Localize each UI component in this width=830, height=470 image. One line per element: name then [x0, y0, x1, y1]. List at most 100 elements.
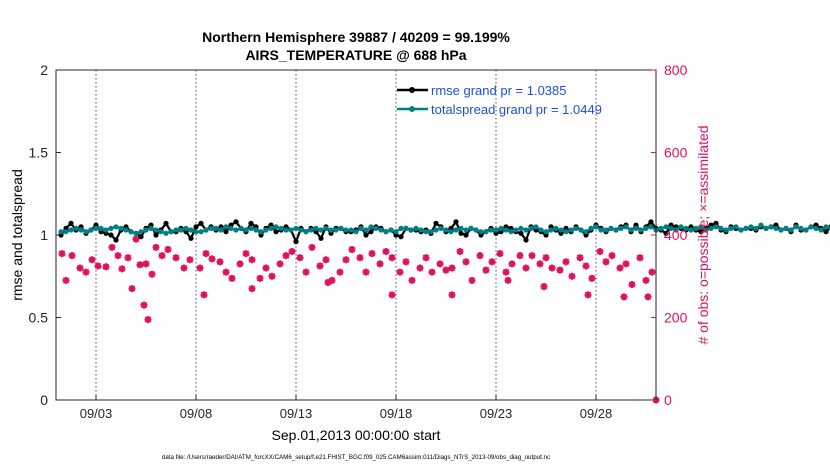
totalspread-point	[573, 225, 579, 231]
obs-assimilated-point	[308, 243, 316, 251]
obs-assimilated-point	[196, 264, 204, 272]
obs-assimilated-point	[68, 252, 76, 260]
obs-assimilated-mark	[236, 260, 244, 268]
legend-rmse-label: rmse grand pr = 1.0385	[431, 83, 567, 98]
obs-assimilated-point	[576, 254, 584, 262]
obs-assimilated-mark	[622, 260, 630, 268]
rmse-point	[108, 232, 114, 238]
obs-assimilated-mark	[322, 256, 330, 264]
totalspread-point	[288, 227, 294, 233]
obs-assimilated-point	[158, 252, 166, 260]
totalspread-point	[198, 229, 204, 235]
legend-spread-marker	[409, 106, 415, 112]
obs-assimilated-mark	[644, 293, 652, 301]
totalspread-point	[98, 225, 104, 231]
totalspread-point	[638, 227, 644, 233]
totalspread-point	[228, 225, 234, 231]
totalspread-point	[558, 227, 564, 233]
obs-assimilated-point	[324, 278, 332, 286]
totalspread-point	[303, 229, 309, 235]
obs-assimilated-mark	[436, 260, 444, 268]
x-tick-label: 09/03	[80, 406, 113, 421]
obs-assimilated-mark	[172, 254, 180, 262]
plot-area	[56, 70, 656, 400]
obs-assimilated-mark	[124, 254, 132, 262]
totalspread-point	[503, 227, 509, 233]
obs-assimilated-point	[482, 266, 490, 274]
rmse-point	[363, 232, 369, 238]
obs-assimilated-mark	[482, 266, 490, 274]
rmse-point	[518, 230, 524, 236]
obs-assimilated-mark	[456, 248, 464, 255]
totalspread-point	[368, 224, 374, 230]
obs-assimilated-point	[82, 268, 90, 276]
obs-assimilated-point	[568, 272, 576, 280]
obs-assimilated-point	[548, 264, 556, 272]
totalspread-point	[443, 227, 449, 233]
obs-assimilated-mark	[196, 264, 204, 272]
totalspread-point	[148, 225, 154, 231]
y-axis-left-label: rmse and totalspread	[9, 169, 25, 301]
totalspread-point	[388, 227, 394, 233]
obs-assimilated-point	[504, 276, 512, 284]
totalspread-point	[173, 227, 179, 233]
totalspread-point	[178, 227, 184, 233]
obs-assimilated-mark	[548, 264, 556, 272]
totalspread-point	[683, 225, 689, 231]
obs-assimilated-point	[536, 260, 544, 268]
totalspread-point	[248, 225, 254, 231]
totalspread-point	[193, 229, 199, 235]
totalspread-point	[798, 225, 804, 231]
obs-assimilated-point	[468, 276, 476, 284]
obs-assimilated-mark	[136, 261, 144, 269]
obs-assimilated-point	[522, 264, 530, 272]
obs-assimilated-point	[616, 264, 624, 272]
obs-assimilated-point	[602, 258, 610, 266]
obs-assimilated-point	[124, 254, 132, 262]
obs-assimilated-mark	[180, 264, 188, 272]
totalspread-point	[688, 227, 694, 233]
obs-assimilated-mark	[276, 260, 284, 268]
totalspread-point	[663, 224, 669, 230]
x-tick-label: 09/28	[580, 406, 613, 421]
obs-assimilated-mark	[336, 268, 344, 276]
obs-assimilated-point	[588, 274, 596, 282]
totalspread-point	[343, 227, 349, 233]
totalspread-point	[723, 227, 729, 233]
totalspread-point	[128, 229, 134, 235]
totalspread-point	[623, 224, 629, 230]
totalspread-point	[518, 225, 524, 231]
totalspread-point	[118, 225, 124, 231]
obs-assimilated-mark	[58, 250, 66, 258]
totalspread-point	[273, 224, 279, 230]
totalspread-point	[203, 227, 209, 233]
obs-assimilated-mark	[428, 268, 436, 276]
obs-assimilated-mark	[396, 268, 404, 276]
totalspread-point	[313, 225, 319, 231]
totalspread-point	[463, 227, 469, 233]
totalspread-point	[238, 225, 244, 231]
obs-assimilated-mark	[368, 250, 376, 258]
rmse-point	[233, 219, 239, 225]
obs-assimilated-mark	[186, 256, 194, 264]
totalspread-point	[633, 225, 639, 231]
obs-assimilated-mark	[642, 276, 650, 284]
totalspread-point	[718, 225, 724, 231]
obs-assimilated-mark	[316, 262, 324, 270]
totalspread-point	[383, 229, 389, 235]
x-tick-label: 09/13	[280, 406, 313, 421]
totalspread-point	[598, 227, 604, 233]
obs-assimilated-mark	[148, 270, 156, 278]
obs-assimilated-point	[628, 281, 636, 288]
totalspread-point	[243, 227, 249, 233]
totalspread-point	[753, 225, 759, 231]
totalspread-point	[453, 227, 459, 233]
obs-assimilated-mark	[118, 265, 126, 273]
totalspread-point	[333, 227, 339, 233]
obs-assimilated-mark	[528, 252, 536, 260]
totalspread-point	[698, 224, 704, 230]
obs-assimilated-mark	[216, 258, 224, 266]
totalspread-point	[748, 224, 754, 230]
totalspread-point	[673, 227, 679, 233]
y-right-tick-label: 200	[664, 310, 688, 326]
